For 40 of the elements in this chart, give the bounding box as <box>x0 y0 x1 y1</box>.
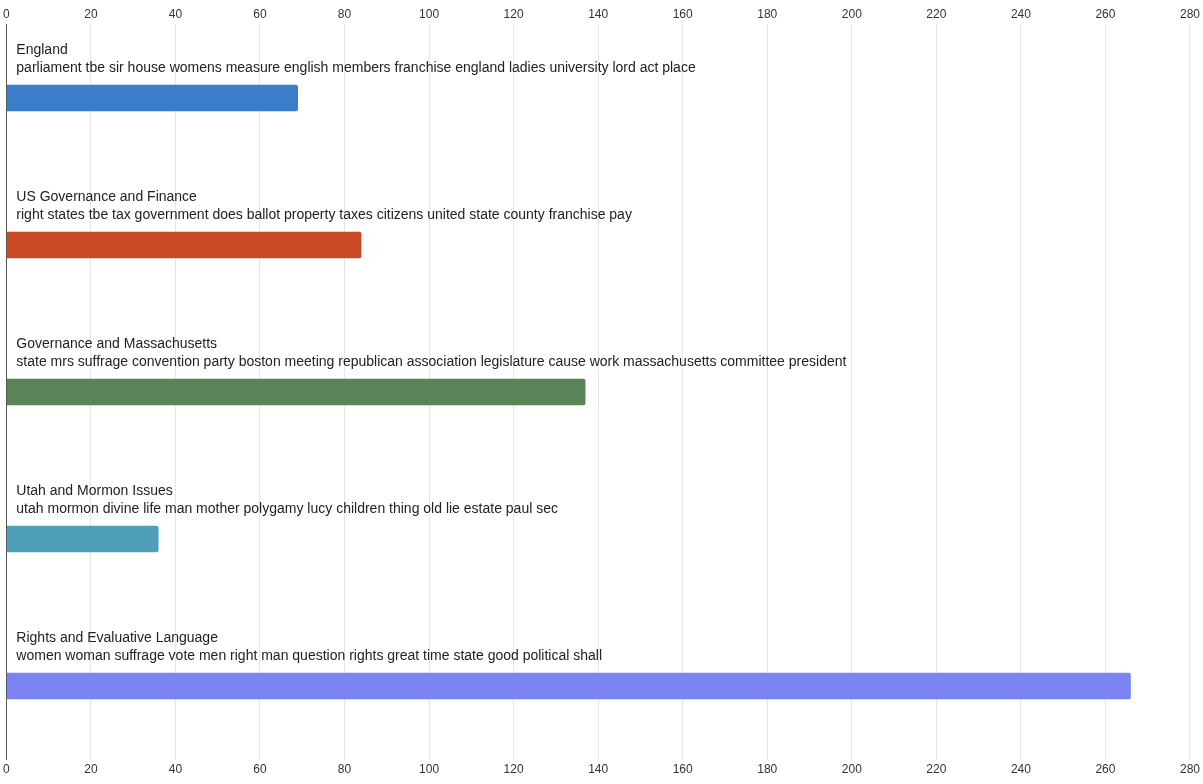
x-tick-label: 80 <box>337 6 352 21</box>
x2-tick-label: 0 <box>2 762 10 777</box>
x-tick-label: 240 <box>1010 6 1032 21</box>
x-tick-label: 20 <box>84 6 98 21</box>
x2-tick-label: 80 <box>337 762 352 777</box>
x-tick-label: 120 <box>503 6 524 21</box>
x-tick-label: 100 <box>419 6 440 21</box>
x2-tick-label: 60 <box>253 762 267 777</box>
x-tick-label: 0 <box>2 6 10 21</box>
x2-tick-label: 260 <box>1095 762 1116 777</box>
x2-tick-label: 40 <box>168 762 183 777</box>
y-tick-label: US Governance and Finance right states tbe tax government does ballot property taxes citizens united state county franchise pay <box>16 187 632 222</box>
x-tick-label: 260 <box>1095 6 1116 21</box>
x-tick-label: 160 <box>672 6 694 21</box>
x2-tick-label: 200 <box>841 762 863 777</box>
x-tick-label: 200 <box>841 6 863 21</box>
x2-tick-label: 220 <box>926 762 947 777</box>
x-tick-label: 180 <box>757 6 778 21</box>
x2-tick-label: 240 <box>1010 762 1032 777</box>
x-tick-label: 280 <box>1179 6 1201 21</box>
y-tick-label: Rights and Evaluative Language women woman suffrage vote men right man question rights great time state good political shall <box>15 629 603 664</box>
x-tick-label: 40 <box>168 6 183 21</box>
bar <box>6 672 1131 700</box>
y-tick-label: England parliament tbe sir house womens measure english members franchise england ladies university lord act place <box>16 40 696 75</box>
bar <box>6 84 299 112</box>
bar <box>6 231 362 259</box>
y-tick-label: Utah and Mormon Issues utah mormon divine life man mother polygamy lucy children thing old lie estate paul sec <box>16 482 558 517</box>
x2-tick-label: 100 <box>419 762 440 777</box>
x2-tick-label: 20 <box>84 762 98 777</box>
x-tick-label: 60 <box>253 6 267 21</box>
y-tick-label: Governance and Massachusetts state mrs suffrage convention party boston meeting republican association legislature cause work massachusetts committee president <box>16 335 847 369</box>
x2-tick-label: 280 <box>1179 762 1201 777</box>
x2-tick-label: 140 <box>588 762 609 777</box>
x2-tick-label: 160 <box>672 762 694 777</box>
bar <box>6 525 159 553</box>
x2-tick-label: 120 <box>503 762 524 777</box>
x2-tick-label: 180 <box>757 762 778 777</box>
x-tick-label: 220 <box>926 6 947 21</box>
x-tick-label: 140 <box>588 6 609 21</box>
bar <box>6 378 586 406</box>
